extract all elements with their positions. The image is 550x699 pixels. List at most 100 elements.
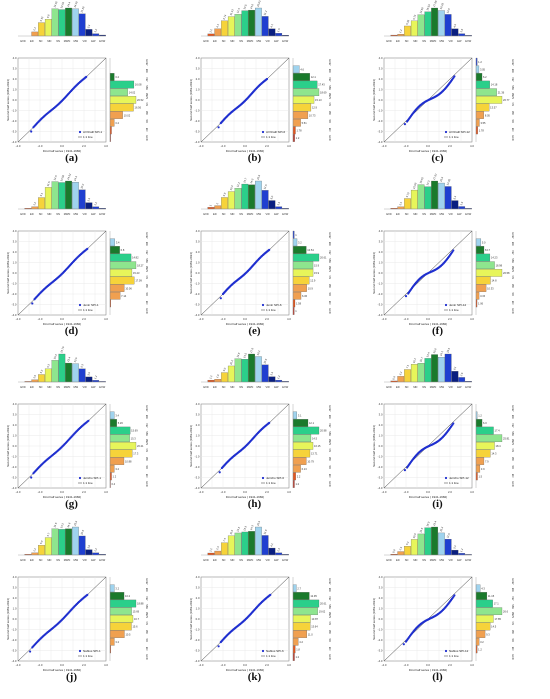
side-category-label: NN	[145, 449, 149, 453]
side-hist-label: 1.2	[296, 136, 300, 140]
top-category-label: VW	[449, 212, 454, 216]
top-category-label: MWN	[430, 39, 437, 43]
y-tick-label: 1.0	[379, 607, 383, 611]
panel-e: 1 2 6.8 10.3 12.2 14.7 14.3 16.5 11.0 5.0 1.4 EXD ED…	[183, 173, 366, 347]
top-category-label: MWN	[247, 385, 254, 389]
side-category-label: MW	[145, 431, 149, 436]
side-category-label: MWN	[145, 612, 149, 619]
top-category-label: EXW	[465, 558, 471, 562]
side-hist-label: 15.9	[314, 263, 320, 267]
top-category-label: ED	[213, 212, 217, 216]
y-tick-label: -3.0	[378, 130, 383, 134]
y-tick-label: 1.0	[379, 88, 383, 92]
top-hist-bar	[410, 189, 418, 210]
y-tick-label: 0.0	[196, 444, 200, 448]
top-hist-bar	[451, 549, 459, 556]
side-hist-bar	[292, 599, 320, 608]
side-hist-bar	[292, 126, 296, 135]
side-category-label: ED	[145, 128, 149, 132]
y-tick-label: 0.0	[379, 617, 383, 621]
side-category-label: MD	[511, 457, 515, 461]
top-hist-label: 2.6	[459, 371, 464, 376]
top-hist-bar	[431, 526, 438, 556]
side-category-label: NN	[511, 276, 515, 280]
top-category-label: EXD	[20, 385, 25, 389]
x-tick-label: 4.0	[104, 490, 108, 494]
x-tick-label: -4.0	[16, 490, 21, 494]
top-category-label: SD	[222, 558, 226, 562]
top-category-label: NN	[422, 212, 426, 216]
top-hist-label: 14.08	[59, 174, 65, 182]
y-axis-label: Second half series (1983-2024)	[372, 79, 376, 121]
y-tick-label: -3.0	[378, 476, 383, 480]
legend-marker	[261, 649, 265, 653]
top-hist-bar	[275, 552, 283, 556]
side-hist-label: 15.43	[133, 271, 140, 275]
legend-marker	[78, 130, 82, 134]
qq-point	[452, 422, 455, 425]
side-category-label: ED	[328, 301, 332, 305]
top-hist-label: 14.6	[418, 527, 424, 534]
top-category-label: MWN	[64, 558, 71, 562]
top-hist-label: 14.02	[52, 0, 58, 8]
side-category-label: MWN	[145, 266, 149, 273]
x-tick-label: 0.0	[243, 317, 247, 321]
legend-line-label: 1:1 line	[83, 308, 93, 312]
top-hist-bar	[241, 183, 249, 210]
side-hist-label: 3.4	[115, 121, 119, 125]
panel-caption: (i)	[432, 498, 443, 510]
top-hist-bar	[241, 10, 249, 37]
side-hist-bar	[475, 464, 481, 473]
y-tick-label: 4.0	[379, 402, 383, 406]
x-tick-label: -2.0	[404, 317, 409, 321]
legend-line-label: 1:1 line	[266, 654, 276, 658]
legend-series: Jenin SPI-6	[266, 303, 282, 307]
side-category-label: EXW	[328, 232, 332, 238]
side-category-label: EXW	[511, 232, 515, 238]
top-hist-bar	[78, 368, 86, 383]
side-hist-bar	[475, 615, 494, 623]
top-hist-label: 1.6	[276, 27, 281, 32]
side-category-label: EXW	[511, 59, 515, 65]
side-hist-bar	[109, 434, 130, 443]
side-hist-label: 15.9	[314, 271, 320, 275]
x-tick-label: 2.0	[82, 663, 86, 667]
side-category-label: SD	[511, 638, 515, 642]
top-hist-bar	[424, 358, 432, 383]
x-tick-label: 4.0	[287, 663, 291, 667]
top-category-label: MW	[256, 39, 261, 43]
top-hist-label: 17.88	[432, 0, 438, 7]
x-tick-label: 2.0	[265, 144, 269, 148]
side-category-label: EW	[511, 242, 515, 247]
side-hist-bar	[109, 238, 115, 247]
top-hist-label: 3.4	[86, 23, 91, 28]
top-hist-bar	[404, 25, 411, 37]
top-hist-bar	[424, 186, 432, 210]
top-category-label: MD	[47, 212, 51, 216]
legend-marker	[261, 130, 265, 134]
side-hist-bar	[475, 246, 485, 254]
top-category-label: SD	[405, 39, 409, 43]
side-hist-bar	[109, 426, 131, 435]
y-tick-label: -1.0	[378, 109, 383, 113]
side-hist-label: 12.9	[310, 279, 316, 283]
legend-series: Nablus SPI-12	[449, 649, 469, 653]
side-category-label: EXW	[145, 578, 149, 584]
y-tick-label: 1.0	[13, 88, 17, 92]
top-hist-label: 14.6	[66, 522, 72, 529]
side-hist-label: 17.4	[495, 429, 501, 433]
top-hist-bar	[444, 353, 452, 383]
x-tick-label: 2.0	[82, 490, 86, 494]
x-tick-label: 0.0	[60, 144, 64, 148]
top-category-label: MD	[47, 39, 51, 43]
side-category-label: EW	[511, 69, 515, 74]
side-hist-label: 14.8	[491, 279, 497, 283]
y-tick-label: 1.0	[196, 607, 200, 611]
side-hist-bar	[475, 269, 503, 277]
top-hist-label: 1.8	[215, 373, 220, 378]
panel-caption: (j)	[66, 671, 77, 683]
panel-f: 1.4 6.73 12.08 15.61 14.3 17.87 16.6 14.35 5.4 1.…	[366, 172, 549, 347]
top-category-label: EXW	[99, 212, 105, 216]
top-hist-label: 4.1	[269, 23, 274, 28]
